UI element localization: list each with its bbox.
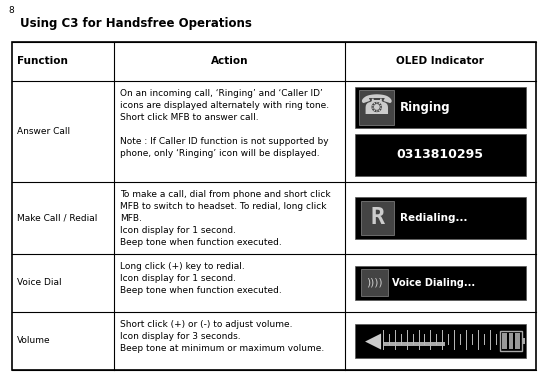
- Text: R: R: [370, 206, 385, 229]
- Text: 8: 8: [8, 6, 14, 15]
- Text: Make Call / Redial: Make Call / Redial: [17, 213, 97, 222]
- Bar: [500, 331, 522, 351]
- Text: )))): )))): [366, 278, 382, 288]
- Text: Voice Dial: Voice Dial: [17, 278, 61, 287]
- Text: Ringing: Ringing: [400, 101, 450, 114]
- Bar: [515, 333, 520, 349]
- Text: Function: Function: [17, 56, 68, 66]
- Bar: [358, 90, 394, 125]
- Text: Answer Call: Answer Call: [17, 127, 70, 136]
- Bar: [361, 269, 388, 296]
- Bar: [522, 338, 525, 344]
- Text: 0313810295: 0313810295: [397, 148, 484, 162]
- Text: On an incoming call, ‘Ringing’ and ‘Caller ID’
icons are displayed alternately w: On an incoming call, ‘Ringing’ and ‘Call…: [120, 89, 329, 159]
- Bar: [355, 324, 526, 358]
- Text: Short click (+) or (-) to adjust volume.
Icon display for 3 seconds.
Beep tone a: Short click (+) or (-) to adjust volume.…: [120, 320, 324, 353]
- Text: Using C3 for Handsfree Operations: Using C3 for Handsfree Operations: [20, 17, 252, 30]
- Text: Voice Dialing...: Voice Dialing...: [392, 278, 475, 288]
- Bar: [361, 201, 394, 234]
- Text: Volume: Volume: [17, 337, 51, 346]
- Bar: [502, 333, 506, 349]
- Text: To make a call, dial from phone and short click
MFB to switch to headset. To red: To make a call, dial from phone and shor…: [120, 190, 331, 247]
- Bar: [383, 341, 445, 346]
- Text: Long click (+) key to redial.
Icon display for 1 second.
Beep tone when function: Long click (+) key to redial. Icon displ…: [120, 262, 282, 295]
- Bar: [355, 134, 526, 176]
- Bar: [355, 87, 526, 128]
- Bar: [509, 333, 514, 349]
- Text: ☎: ☎: [360, 95, 393, 120]
- Text: ◀: ◀: [364, 331, 381, 351]
- Text: Action: Action: [211, 56, 248, 66]
- Bar: [12, 42, 536, 370]
- Text: OLED Indicator: OLED Indicator: [397, 56, 484, 66]
- Bar: [355, 197, 526, 239]
- Text: Redialing...: Redialing...: [400, 213, 468, 223]
- Bar: [355, 266, 526, 300]
